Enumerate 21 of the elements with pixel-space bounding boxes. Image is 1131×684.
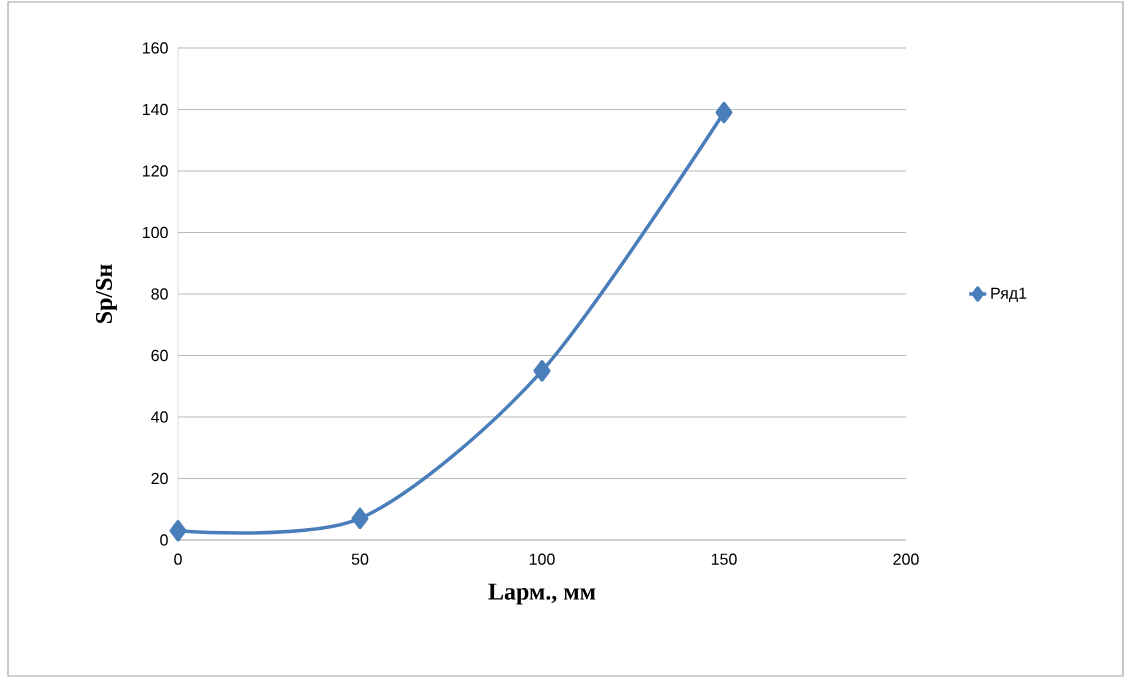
y-tick-label: 140 — [143, 103, 168, 116]
point — [715, 101, 733, 124]
y-tick-label: 20 — [151, 472, 168, 485]
y-tick-label: 40 — [151, 411, 168, 423]
point — [169, 520, 187, 542]
x-tick-label: 100 — [529, 553, 555, 565]
point — [533, 360, 551, 382]
x-axis-title: Lарм., мм — [488, 583, 596, 605]
y-tick-label: 120 — [143, 165, 168, 177]
y-tick-label: 80 — [151, 288, 168, 300]
y-tick-label: 0 — [160, 534, 168, 546]
y-axis-title: Sр/Sн — [95, 264, 117, 323]
y-tick-label: 60 — [151, 349, 168, 362]
x-tick-label: 150 — [711, 553, 737, 565]
x-tick-label: 200 — [893, 553, 919, 565]
x-tick-label: 0 — [174, 553, 182, 565]
y-tick-label: 100 — [143, 226, 168, 239]
point — [351, 507, 369, 530]
legend-label: Ряд1 — [991, 287, 1027, 302]
x-tick-label: 50 — [351, 553, 369, 565]
y-tick-label: 160 — [143, 42, 168, 54]
